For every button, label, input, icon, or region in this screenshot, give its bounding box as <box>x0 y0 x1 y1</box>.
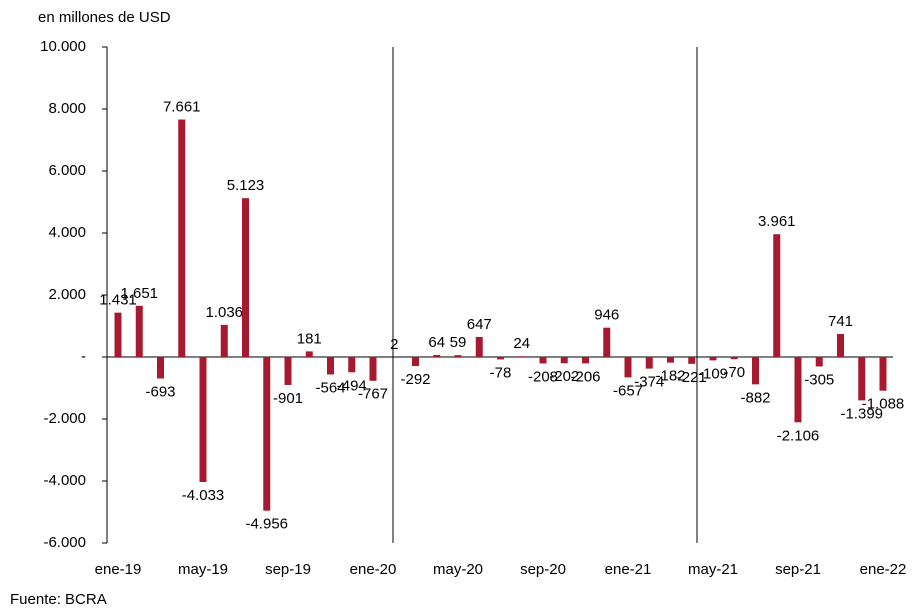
bar <box>730 357 738 360</box>
data-label: 64 <box>428 334 445 351</box>
y-tick-label: 10.000 <box>40 38 86 55</box>
bar <box>837 334 844 357</box>
data-label: -70 <box>723 364 745 381</box>
bar <box>157 357 164 379</box>
bar <box>752 357 759 385</box>
x-tick-label: ene-19 <box>95 561 142 578</box>
x-tick-label: may-19 <box>178 561 228 578</box>
x-tick-label: ene-20 <box>350 561 397 578</box>
data-label: -564 <box>315 379 345 396</box>
bar <box>199 357 207 483</box>
bar <box>412 357 419 367</box>
y-tick-label: -2.000 <box>43 410 86 427</box>
data-label: -206 <box>570 368 600 385</box>
data-label: -292 <box>400 371 430 388</box>
data-label: -2.106 <box>777 427 820 444</box>
data-label: -882 <box>740 389 770 406</box>
data-label: 946 <box>594 307 619 324</box>
data-label: -4.956 <box>245 516 288 533</box>
bar <box>114 312 122 357</box>
source: Fuente: BCRA <box>10 591 107 608</box>
bar <box>645 357 653 369</box>
data-label: 7.661 <box>163 98 201 115</box>
bar <box>815 357 823 367</box>
bar <box>582 357 589 364</box>
data-label: -657 <box>613 382 643 399</box>
data-label: -221 <box>677 369 707 386</box>
x-tick-label: ene-21 <box>605 561 652 578</box>
bar <box>539 357 547 364</box>
bar <box>794 357 802 423</box>
data-label: 59 <box>450 334 467 351</box>
data-label: -693 <box>145 383 175 400</box>
bar <box>624 357 632 378</box>
bar <box>475 336 483 357</box>
data-label: 5.123 <box>227 177 265 194</box>
bar <box>560 357 568 364</box>
data-label: 3.961 <box>758 213 796 230</box>
bar <box>879 357 887 391</box>
data-label: -4.033 <box>182 487 225 504</box>
y-tick-label: 2.000 <box>48 286 86 303</box>
data-label: 1.036 <box>205 304 243 321</box>
data-label: 1.651 <box>120 285 158 302</box>
data-label: -78 <box>490 364 512 381</box>
data-label: -374 <box>634 374 664 391</box>
data-label: 24 <box>513 335 530 352</box>
bar <box>305 351 313 357</box>
bar <box>348 357 356 373</box>
data-label: -494 <box>337 377 367 394</box>
y-tick-label: -6.000 <box>43 534 86 551</box>
data-label: -202 <box>549 368 579 385</box>
data-label: 647 <box>467 316 492 333</box>
data-label: -901 <box>273 390 303 407</box>
data-label: -182 <box>655 368 685 385</box>
data-label: -208 <box>528 368 558 385</box>
y-tick-label: -4.000 <box>43 472 86 489</box>
bar <box>327 357 334 375</box>
y-tick-label: 6.000 <box>48 162 86 179</box>
y-tick-label: 8.000 <box>48 100 86 117</box>
bar <box>135 305 143 357</box>
y-tick-label: 4.000 <box>48 224 86 241</box>
unit-label: en millones de USD <box>38 9 171 26</box>
bar <box>773 234 781 357</box>
x-tick-label: sep-20 <box>520 561 566 578</box>
data-label: 2 <box>390 336 398 353</box>
data-label: -305 <box>804 371 834 388</box>
data-label: 1.431 <box>99 292 137 309</box>
data-label: -1.088 <box>862 396 905 413</box>
bar <box>284 357 292 385</box>
bar <box>369 357 377 381</box>
bar <box>220 324 228 357</box>
bar <box>667 357 674 363</box>
bar <box>709 357 717 361</box>
bar <box>497 357 504 360</box>
bar <box>454 355 462 357</box>
bar <box>603 327 611 357</box>
bar <box>858 357 866 401</box>
data-label: 741 <box>828 313 853 330</box>
data-label: 181 <box>297 330 322 347</box>
bar <box>688 357 696 364</box>
x-tick-label: may-20 <box>433 561 483 578</box>
x-tick-label: sep-19 <box>265 561 311 578</box>
bar <box>178 119 186 357</box>
data-label: -109 <box>698 365 728 382</box>
x-tick-label: sep-21 <box>775 561 821 578</box>
data-label: -767 <box>358 386 388 403</box>
bar <box>433 355 441 357</box>
bar <box>242 198 249 357</box>
bar <box>263 357 271 511</box>
y-tick-label: - <box>81 348 86 365</box>
data-label: -1.399 <box>840 405 883 422</box>
x-tick-label: may-21 <box>688 561 738 578</box>
bar <box>518 356 526 357</box>
x-tick-label: ene-22 <box>860 561 907 578</box>
